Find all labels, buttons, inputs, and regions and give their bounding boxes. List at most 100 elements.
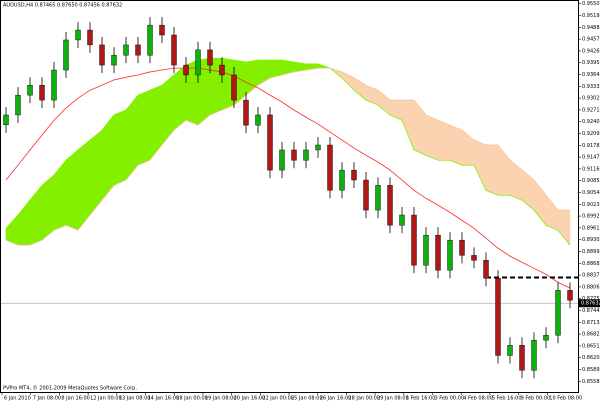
y-tick-label: 0.93952 [582,60,600,66]
candle-body [27,85,33,96]
candle-body [159,24,165,36]
cloud-layer [5,57,571,246]
plot-frame [0,0,579,393]
y-tick-label: 0.85582 [582,379,600,385]
y-tick-label: 0.88062 [582,284,600,290]
y-tick-label: 0.90852 [582,178,600,184]
cloud-segment [485,144,499,196]
cloud-segment [65,149,79,231]
candle-body [519,344,525,371]
candle-body [531,340,537,371]
y-tick-label: 0.89302 [582,237,600,243]
candle-body [147,24,153,56]
y-tick-label: 0.85892 [582,367,600,373]
candle-body [3,114,9,126]
x-tick-label: 22 Jan 00:00 [262,396,294,402]
candle-body [495,278,501,356]
y-tick-label: 0.88992 [582,249,600,255]
y-tick-label: 0.90232 [582,202,600,208]
y-tick-label: 0.93642 [582,72,600,78]
price-label: 0.87632 [581,301,600,307]
candle-body [447,239,453,271]
candle-body [195,49,201,76]
candle-body [471,255,477,261]
y-tick-label: 0.91472 [582,155,600,161]
candle-body [507,344,513,356]
y-tick-label: 0.95192 [582,13,600,19]
cloud-segment [113,109,127,186]
y-tick-label: 0.92402 [582,119,600,125]
x-tick-label: 10 Feb 08:00 [549,396,582,402]
candle-body [339,169,345,191]
y-tick-label: 0.88372 [582,273,600,279]
x-tick-label: 26 Jan 16:00 [320,396,352,402]
y-tick-label: 0.90542 [582,190,600,196]
cloud-segment [425,114,439,161]
cloud-span-line [5,67,570,246]
x-tick-label: 28 Jan 00:00 [348,396,380,402]
cloud-segment [41,174,55,241]
y-tick-label: 0.94262 [582,48,600,54]
y-tick-label: 0.89612 [582,225,600,231]
y-tick-label: 0.86512 [582,343,600,349]
x-tick-label: 20 Jan 16:00 [234,396,266,402]
candle-body [231,74,237,101]
y-tick-label: 0.95502 [582,1,600,7]
x-tick-label: 5 Feb 16:00 [492,396,522,402]
candle-body [123,44,129,56]
candle-body [327,144,333,191]
x-tick-label: 4 Feb 08:00 [463,396,493,402]
x-tick-label: 18 Jan 00:00 [176,396,208,402]
candle-body [291,149,297,161]
y-tick-label: 0.88682 [582,261,600,267]
candle-body [387,185,393,226]
moving-average [5,67,571,289]
candle-body [459,239,465,256]
price-box [579,299,600,308]
y-tick-label: 0.91782 [582,143,600,149]
candle-body [267,114,273,171]
y-tick-label: 0.92712 [582,107,600,113]
y-tick-label: 0.87442 [582,308,600,314]
x-tick-label: 13 Jan 08:00 [119,396,151,402]
candle-body [99,44,105,66]
y-tick-label: 0.87752 [582,296,600,302]
x-tick-label: 14 Jan 16:00 [148,396,180,402]
candle-body [543,335,549,341]
cloud-span-line [5,57,571,246]
y-tick-label: 0.94882 [582,25,600,31]
y-tick-label: 0.93332 [582,84,600,90]
candle-body [63,39,69,71]
candle-body [111,54,117,66]
candle-body [363,179,369,211]
x-tick-label: 3 Feb 00:00 [435,396,465,402]
candle-body [375,185,381,211]
y-tick-label: 0.86822 [582,332,600,338]
candle-body [171,34,177,66]
y-tick-label: 0.89922 [582,214,600,220]
candle-body [219,64,225,76]
main-layer [0,17,578,379]
x-tick-label: 29 Jan 08:00 [377,396,409,402]
y-tick-label: 0.92092 [582,131,600,137]
candle-body [243,99,249,126]
candle-body [51,69,57,101]
candle-body [483,260,489,279]
candle-body [135,44,141,56]
candle-body [555,290,561,336]
x-tick-label: 19 Jan 08:00 [205,396,237,402]
footer: PVPro MT4, © 2001-2009 MetaQuotes Softwa… [3,385,137,392]
candle-body [315,144,321,151]
x-tick-label: 7 Jan 08:00 [33,396,61,402]
candle-body [279,149,285,171]
y-tick-label: 0.91162 [582,166,600,172]
cloud-segment [449,124,463,166]
candle-body [255,114,261,126]
cloud-segment [137,89,151,166]
cloud-segment [437,119,451,161]
candle-body [207,49,213,66]
y-tick-label: 0.86202 [582,355,600,361]
x-tick-label: 1 Feb 16:00 [406,396,436,402]
